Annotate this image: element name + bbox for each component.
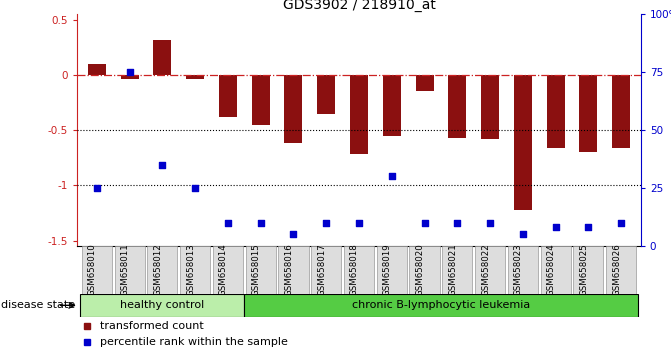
Bar: [579, 75, 597, 152]
FancyBboxPatch shape: [344, 246, 374, 294]
Point: [354, 220, 364, 226]
Point: [321, 220, 331, 226]
FancyBboxPatch shape: [541, 246, 570, 294]
Point: [484, 220, 495, 226]
Bar: [547, 75, 564, 148]
FancyBboxPatch shape: [442, 246, 472, 294]
FancyBboxPatch shape: [409, 246, 440, 294]
FancyBboxPatch shape: [81, 294, 244, 317]
Text: chronic B-lymphocytic leukemia: chronic B-lymphocytic leukemia: [352, 300, 530, 310]
Title: GDS3902 / 218910_at: GDS3902 / 218910_at: [282, 0, 435, 12]
FancyBboxPatch shape: [82, 246, 112, 294]
Text: GSM658019: GSM658019: [382, 244, 392, 296]
Bar: [448, 75, 466, 138]
Point: [616, 220, 627, 226]
Point: [124, 69, 135, 75]
Text: disease state: disease state: [1, 300, 76, 310]
Point: [517, 232, 528, 237]
Point: [583, 225, 594, 230]
Bar: [481, 75, 499, 139]
Text: healthy control: healthy control: [120, 300, 205, 310]
FancyBboxPatch shape: [606, 246, 636, 294]
Point: [419, 220, 430, 226]
Bar: [252, 75, 270, 125]
Text: GSM658020: GSM658020: [415, 244, 425, 296]
Bar: [415, 75, 433, 91]
FancyBboxPatch shape: [475, 246, 505, 294]
Bar: [317, 75, 336, 114]
Text: transformed count: transformed count: [100, 321, 203, 331]
Text: GSM658021: GSM658021: [448, 244, 458, 296]
Text: GSM658015: GSM658015: [252, 244, 260, 296]
Text: GSM658010: GSM658010: [88, 244, 97, 296]
FancyBboxPatch shape: [148, 246, 177, 294]
FancyBboxPatch shape: [311, 246, 342, 294]
Point: [386, 174, 397, 179]
Text: GSM658018: GSM658018: [350, 244, 359, 296]
Bar: [186, 75, 204, 79]
Point: [157, 162, 168, 168]
FancyBboxPatch shape: [213, 246, 243, 294]
Bar: [88, 64, 106, 75]
Text: GSM658016: GSM658016: [285, 244, 293, 296]
Point: [91, 185, 102, 191]
Bar: [514, 75, 532, 210]
Text: GSM658025: GSM658025: [579, 244, 588, 296]
Text: GSM658023: GSM658023: [514, 244, 523, 296]
Point: [255, 220, 266, 226]
Text: GSM658017: GSM658017: [317, 244, 326, 296]
Text: GSM658026: GSM658026: [612, 244, 621, 296]
Point: [190, 185, 201, 191]
Text: GSM658024: GSM658024: [547, 244, 556, 296]
Bar: [121, 75, 139, 79]
Bar: [154, 40, 171, 75]
Bar: [350, 75, 368, 154]
Bar: [382, 75, 401, 136]
FancyBboxPatch shape: [115, 246, 145, 294]
Bar: [285, 75, 303, 143]
Text: GSM658014: GSM658014: [219, 244, 228, 296]
Point: [452, 220, 463, 226]
FancyBboxPatch shape: [376, 246, 407, 294]
Text: GSM658022: GSM658022: [481, 244, 490, 296]
FancyBboxPatch shape: [246, 246, 276, 294]
Point: [550, 225, 561, 230]
FancyBboxPatch shape: [244, 294, 637, 317]
FancyBboxPatch shape: [508, 246, 538, 294]
Text: percentile rank within the sample: percentile rank within the sample: [100, 337, 288, 347]
FancyBboxPatch shape: [180, 246, 210, 294]
FancyBboxPatch shape: [573, 246, 603, 294]
Bar: [612, 75, 630, 148]
Point: [288, 232, 299, 237]
FancyBboxPatch shape: [278, 246, 309, 294]
Bar: [219, 75, 237, 117]
Text: GSM658011: GSM658011: [121, 244, 130, 296]
Text: GSM658013: GSM658013: [186, 244, 195, 296]
Point: [223, 220, 234, 226]
Text: GSM658012: GSM658012: [154, 244, 162, 296]
